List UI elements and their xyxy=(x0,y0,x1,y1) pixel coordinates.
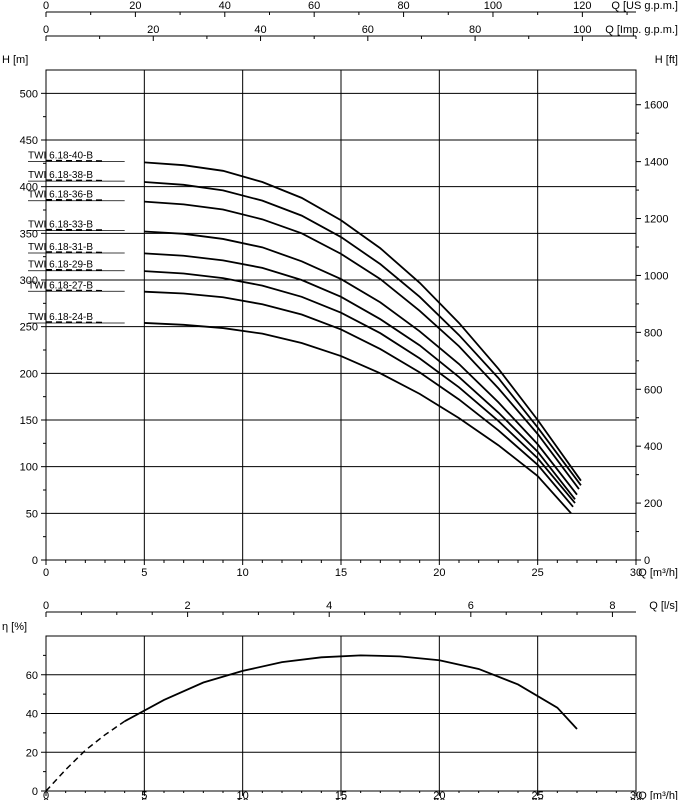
svg-text:100: 100 xyxy=(484,0,502,12)
series-label: TWI 6.18-31-B xyxy=(28,242,93,253)
svg-text:150: 150 xyxy=(20,415,38,427)
svg-text:15: 15 xyxy=(335,567,347,579)
x-axis-label-m3h-eff: Q [m³/h] xyxy=(638,790,678,800)
series-label: TWI 6.18-27-B xyxy=(28,280,93,291)
svg-text:25: 25 xyxy=(532,790,544,800)
svg-text:20: 20 xyxy=(147,24,159,36)
svg-text:100: 100 xyxy=(573,24,591,36)
svg-text:120: 120 xyxy=(573,0,591,12)
svg-text:40: 40 xyxy=(26,709,38,721)
svg-text:4: 4 xyxy=(326,600,332,612)
svg-text:2: 2 xyxy=(185,600,191,612)
svg-text:10: 10 xyxy=(237,790,249,800)
svg-text:40: 40 xyxy=(254,24,266,36)
svg-text:80: 80 xyxy=(397,0,409,12)
x-axis-label-m3h: Q [m³/h] xyxy=(638,567,678,579)
svg-text:60: 60 xyxy=(308,0,320,12)
y-axis-label-hm: H [m] xyxy=(2,54,28,66)
efficiency-curve-dashed xyxy=(46,721,125,791)
svg-text:200: 200 xyxy=(644,498,662,510)
svg-text:Q [US g.p.m.]: Q [US g.p.m.] xyxy=(611,0,678,12)
svg-text:5: 5 xyxy=(141,790,147,800)
svg-text:0: 0 xyxy=(32,555,38,567)
series-label: TWI 6.18-29-B xyxy=(28,260,93,271)
x-axis-label-ls: Q [l/s] xyxy=(649,600,678,612)
svg-text:6: 6 xyxy=(468,600,474,612)
svg-text:60: 60 xyxy=(362,24,374,36)
svg-text:0: 0 xyxy=(644,555,650,567)
pump-curve-chart: 051015202530Q [m³/h]05010015020025030035… xyxy=(0,0,689,800)
svg-text:20: 20 xyxy=(433,567,445,579)
svg-text:0: 0 xyxy=(32,786,38,798)
svg-text:15: 15 xyxy=(335,790,347,800)
svg-text:30: 30 xyxy=(630,790,642,800)
svg-text:600: 600 xyxy=(644,384,662,396)
series-label: TWI 6.18-40-B xyxy=(28,151,93,162)
svg-text:60: 60 xyxy=(26,670,38,682)
svg-text:10: 10 xyxy=(237,567,249,579)
series-label: TWI 6.18-33-B xyxy=(28,220,93,231)
efficiency-curve xyxy=(125,655,577,729)
svg-text:40: 40 xyxy=(219,0,231,12)
svg-text:400: 400 xyxy=(644,441,662,453)
svg-text:0: 0 xyxy=(43,0,49,12)
svg-text:200: 200 xyxy=(20,368,38,380)
svg-text:1400: 1400 xyxy=(644,157,668,169)
svg-text:100: 100 xyxy=(20,462,38,474)
chart-svg: 051015202530Q [m³/h]05010015020025030035… xyxy=(0,0,689,800)
svg-text:50: 50 xyxy=(26,508,38,520)
svg-text:500: 500 xyxy=(20,88,38,100)
series-label: TWI 6.18-24-B xyxy=(28,312,93,323)
svg-text:0: 0 xyxy=(43,790,49,800)
svg-text:1600: 1600 xyxy=(644,100,668,112)
series-label: TWI 6.18-36-B xyxy=(28,190,93,201)
svg-text:Q [Imp. g.p.m.]: Q [Imp. g.p.m.] xyxy=(605,24,678,36)
svg-text:20: 20 xyxy=(26,747,38,759)
svg-text:800: 800 xyxy=(644,327,662,339)
series-label: TWI 6.18-38-B xyxy=(28,170,93,181)
svg-text:250: 250 xyxy=(20,322,38,334)
svg-text:5: 5 xyxy=(141,567,147,579)
svg-text:80: 80 xyxy=(469,24,481,36)
svg-text:0: 0 xyxy=(43,24,49,36)
y-axis-label-hft: H [ft] xyxy=(655,54,678,66)
svg-text:25: 25 xyxy=(532,567,544,579)
svg-text:450: 450 xyxy=(20,135,38,147)
svg-text:1000: 1000 xyxy=(644,270,668,282)
svg-text:0: 0 xyxy=(43,600,49,612)
y-axis-label-eta: η [%] xyxy=(2,621,27,633)
svg-text:8: 8 xyxy=(609,600,615,612)
svg-text:1200: 1200 xyxy=(644,214,668,226)
svg-text:20: 20 xyxy=(433,790,445,800)
svg-text:20: 20 xyxy=(129,0,141,12)
svg-text:0: 0 xyxy=(43,567,49,579)
